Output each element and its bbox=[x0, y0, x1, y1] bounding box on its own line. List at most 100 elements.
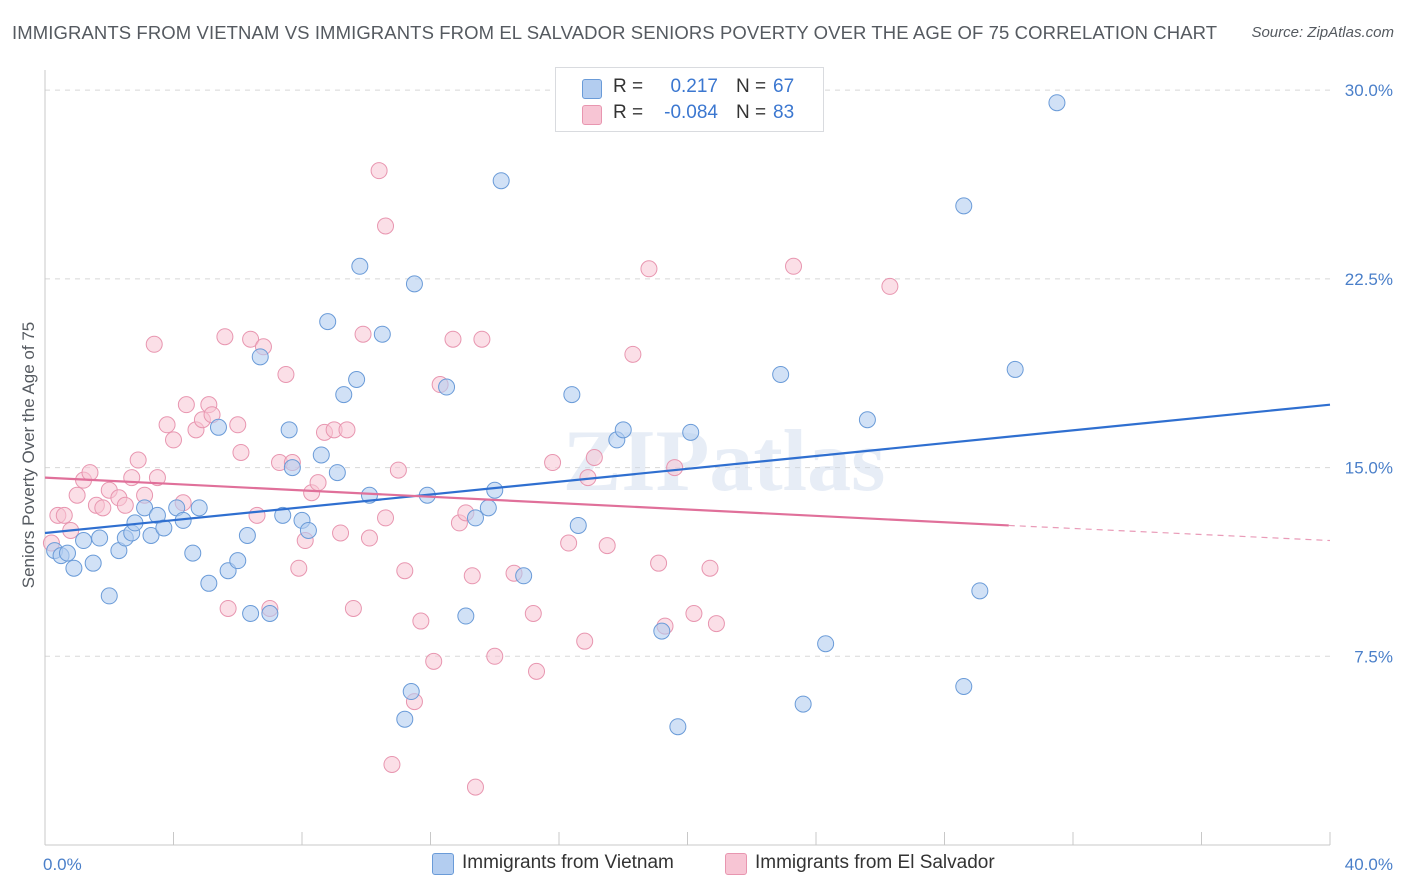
vietnam-point bbox=[229, 552, 247, 570]
vietnam-point bbox=[58, 544, 76, 562]
elsalvador-point bbox=[707, 615, 725, 633]
elsalvador-point bbox=[666, 459, 684, 477]
vietnam-point bbox=[971, 582, 989, 600]
vietnam-point bbox=[75, 532, 93, 550]
r-label: R = bbox=[613, 76, 644, 97]
correlation-legend: R = 0.217 N = 67 R = -0.084 N = 83 bbox=[555, 67, 824, 132]
vietnam-point bbox=[569, 516, 587, 534]
vietnam-point bbox=[515, 567, 533, 585]
elsalvador-point bbox=[309, 474, 327, 492]
elsalvador-point bbox=[129, 451, 147, 469]
elsalvador-point bbox=[332, 524, 350, 542]
vietnam-point bbox=[405, 275, 423, 293]
vietnam-point bbox=[438, 378, 456, 396]
y-tick-label: 7.5% bbox=[1354, 647, 1393, 666]
elsalvador-point bbox=[466, 778, 484, 796]
trend-lines bbox=[44, 403, 1331, 542]
y-tick-labels: 7.5% 15.0% 22.5% 30.0% bbox=[1345, 81, 1393, 666]
source-credit: Source: ZipAtlas.com bbox=[1251, 24, 1394, 41]
elsalvador-point bbox=[576, 632, 594, 650]
elsalvador-point bbox=[473, 330, 491, 348]
vietnam-point bbox=[319, 313, 337, 331]
vietnam-point bbox=[335, 386, 353, 404]
elsalvador-point bbox=[463, 567, 481, 585]
elsalvador-point bbox=[650, 554, 668, 572]
elsalvador-point bbox=[229, 416, 247, 434]
vietnam-point bbox=[242, 605, 260, 623]
elsalvador-point bbox=[177, 396, 195, 414]
r-label: R = bbox=[613, 102, 644, 123]
elsalvador-point bbox=[560, 534, 578, 552]
vietnam-point bbox=[669, 718, 687, 736]
vietnam-legend-swatch bbox=[432, 853, 454, 875]
elsalvador-point bbox=[881, 277, 899, 295]
elsalvador-point bbox=[370, 162, 388, 180]
elsalvador-point bbox=[544, 454, 562, 472]
elsalvador-point bbox=[158, 416, 176, 434]
elsalvador-point bbox=[248, 506, 266, 524]
elsalvador-point bbox=[524, 605, 542, 623]
elsalvador-point bbox=[68, 486, 86, 504]
vietnam-point bbox=[955, 197, 973, 215]
vietnam-point bbox=[402, 683, 420, 701]
r-value: -0.084 bbox=[664, 102, 718, 123]
vietnam-point bbox=[200, 574, 218, 592]
elsalvador-point bbox=[585, 449, 603, 466]
vietnam-point bbox=[351, 257, 369, 275]
vietnam-point bbox=[1006, 360, 1024, 378]
vietnam-point bbox=[348, 370, 366, 388]
elsalvador-trend-extension bbox=[1008, 524, 1331, 542]
vietnam-point bbox=[486, 481, 504, 499]
elsalvador-point bbox=[640, 260, 658, 278]
y-tick-label: 30.0% bbox=[1345, 81, 1393, 100]
vietnam-point bbox=[280, 421, 298, 439]
elsalvador-point bbox=[116, 496, 134, 514]
vietnam-point bbox=[65, 559, 83, 577]
elsalvador-point bbox=[624, 345, 642, 363]
y-tick-label: 15.0% bbox=[1345, 459, 1393, 478]
vietnam-point bbox=[312, 446, 330, 464]
vietnam-point bbox=[817, 635, 835, 653]
elsalvador-point bbox=[344, 599, 362, 617]
vietnam-point bbox=[283, 459, 301, 477]
elsalvador-point bbox=[55, 506, 73, 524]
elsalvador-point bbox=[360, 529, 378, 547]
n-label: N = bbox=[736, 102, 767, 123]
elsalvador-point bbox=[232, 443, 250, 461]
elsalvador-point bbox=[383, 755, 401, 773]
elsalvador-trend-line bbox=[44, 476, 1009, 527]
vietnam-point bbox=[299, 521, 317, 539]
vietnam-point bbox=[457, 607, 475, 625]
elsalvador-point bbox=[377, 509, 395, 527]
vietnam-point bbox=[274, 506, 292, 524]
vietnam-point bbox=[492, 172, 510, 190]
vietnam-point bbox=[653, 622, 671, 640]
elsalvador-point bbox=[598, 537, 616, 555]
elsalvador-swatch bbox=[582, 105, 602, 125]
vietnam-point bbox=[794, 695, 812, 713]
vietnam-point bbox=[328, 464, 346, 482]
vietnam-point bbox=[955, 677, 973, 695]
elsalvador-point bbox=[216, 328, 234, 346]
vietnam-point bbox=[466, 509, 484, 527]
elsalvador-legend-swatch bbox=[725, 853, 747, 875]
vietnam-point bbox=[238, 527, 256, 545]
vietnam-point bbox=[1048, 94, 1066, 112]
elsalvador-point bbox=[685, 605, 703, 623]
n-label: N = bbox=[736, 76, 767, 97]
vietnam-point bbox=[772, 365, 790, 383]
elsalvador-points bbox=[42, 162, 899, 796]
x-tick-label-min: 0.0% bbox=[43, 855, 82, 874]
vietnam-point bbox=[373, 325, 391, 343]
vietnam-point bbox=[136, 499, 154, 517]
x-tick-marks bbox=[44, 832, 1331, 845]
elsalvador-point bbox=[425, 652, 443, 670]
elsalvador-point bbox=[338, 421, 356, 439]
elsalvador-point bbox=[81, 464, 99, 482]
elsalvador-point bbox=[242, 330, 260, 348]
vietnam-point bbox=[858, 411, 876, 429]
elsalvador-point bbox=[389, 461, 407, 479]
vietnam-point bbox=[184, 544, 202, 562]
x-tick-label-max: 40.0% bbox=[1345, 855, 1393, 874]
